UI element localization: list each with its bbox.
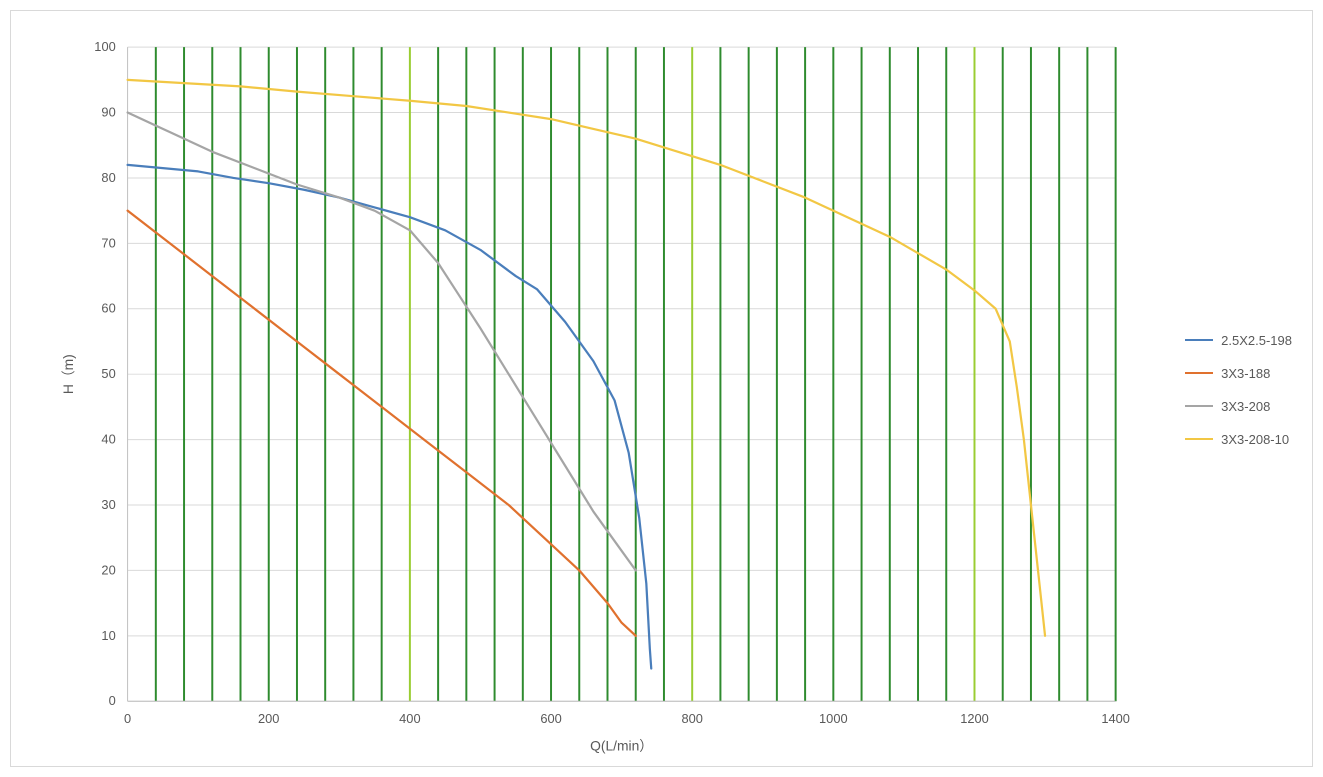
y-tick-label: 50 <box>101 366 115 381</box>
legend-item: 3X3-208-10 <box>1185 432 1292 447</box>
legend-swatch <box>1185 372 1213 374</box>
legend-swatch <box>1185 405 1213 407</box>
legend-label: 3X3-208-10 <box>1221 432 1289 447</box>
y-tick-label: 70 <box>101 235 115 250</box>
legend-swatch <box>1185 339 1213 341</box>
y-tick-label: 10 <box>101 628 115 643</box>
x-tick-label: 1000 <box>819 711 848 726</box>
x-tick-label: 0 <box>124 711 131 726</box>
y-tick-label: 90 <box>101 105 115 120</box>
legend-swatch <box>1185 438 1213 440</box>
x-tick-label: 800 <box>681 711 702 726</box>
y-tick-label: 40 <box>101 432 115 447</box>
legend-item: 3X3-188 <box>1185 366 1292 381</box>
legend-label: 3X3-188 <box>1221 366 1270 381</box>
x-tick-label: 600 <box>540 711 561 726</box>
legend-item: 2.5X2.5-198 <box>1185 333 1292 348</box>
y-tick-label: 60 <box>101 301 115 316</box>
legend-label: 3X3-208 <box>1221 399 1270 414</box>
y-tick-label: 80 <box>101 170 115 185</box>
x-tick-label: 400 <box>399 711 420 726</box>
legend: 2.5X2.5-198 3X3-188 3X3-208 3X3-208-10 <box>1155 315 1312 465</box>
y-tick-label: 20 <box>101 562 115 577</box>
y-tick-label: 0 <box>109 693 116 708</box>
pump-curves-chart: 0 200 400 600 800 1000 1200 1400 0 10 20 30 40 50 60 70… <box>11 11 1155 768</box>
y-tick-label: 30 <box>101 497 115 512</box>
x-tick-label: 1200 <box>960 711 989 726</box>
x-axis-title: Q(L/min） <box>590 738 653 754</box>
legend-item: 3X3-208 <box>1185 399 1292 414</box>
y-tick-label: 100 <box>94 39 115 54</box>
x-tick-label: 200 <box>258 711 279 726</box>
chart-wrap: 0 200 400 600 800 1000 1200 1400 0 10 20 30 40 50 60 70… <box>11 11 1312 768</box>
y-axis-title: H（m) <box>60 354 76 394</box>
chart-frame: 0 200 400 600 800 1000 1200 1400 0 10 20 30 40 50 60 70… <box>10 10 1313 767</box>
x-tick-label: 1400 <box>1101 711 1130 726</box>
legend-label: 2.5X2.5-198 <box>1221 333 1292 348</box>
